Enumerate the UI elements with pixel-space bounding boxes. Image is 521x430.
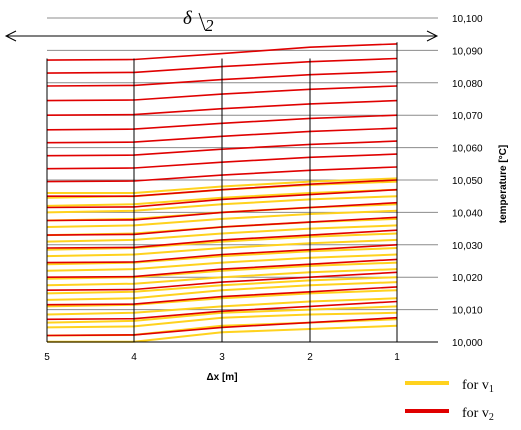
legend-label-v1: for v [462, 378, 489, 393]
y-tick-3: 10,030 [452, 241, 483, 252]
x-tick-labels: 5 4 3 2 1 [44, 352, 400, 363]
y-tick-8: 10,080 [452, 79, 483, 90]
arrow-head-left [4, 30, 17, 42]
svg-text:for v1: for v1 [462, 378, 494, 395]
svg-text:for v2: for v2 [462, 406, 494, 423]
fraction-slash [198, 12, 206, 31]
vertical-gridlines [46, 42, 398, 342]
v2-line-20 [46, 43, 398, 61]
y-tick-7: 10,070 [452, 111, 483, 122]
y-tick-1: 10,010 [452, 306, 483, 317]
legend: for v1 for v2 [405, 378, 494, 423]
x-tick-4: 4 [131, 352, 137, 363]
y-tick-2: 10,020 [452, 273, 483, 284]
x-tick-3: 3 [219, 352, 225, 363]
arrow-head-right [426, 30, 439, 42]
legend-sub-v1: 1 [489, 384, 494, 395]
legend-item-v2: for v2 [405, 406, 494, 423]
legend-item-v1: for v1 [405, 378, 494, 395]
x-axis-label: Δx [m] [206, 372, 237, 383]
half-thickness-annotation: δ 2 [4, 8, 439, 42]
y-tick-10: 10,100 [452, 14, 483, 25]
y-tick-0: 10,000 [452, 338, 483, 349]
y-tick-4: 10,040 [452, 208, 483, 219]
x-tick-5: 5 [44, 352, 50, 363]
legend-label-v2: for v [462, 406, 489, 421]
x-tick-2: 2 [307, 352, 313, 363]
x-tick-1: 1 [394, 352, 400, 363]
legend-sub-v2: 2 [489, 412, 494, 423]
denominator: 2 [205, 16, 214, 35]
y-tick-labels: 10,000 10,010 10,020 10,030 10,040 10,050 10,0… [452, 14, 483, 349]
y-tick-5: 10,050 [452, 176, 483, 187]
y-tick-6: 10,060 [452, 144, 483, 155]
y-axis-label: temperature [°C] [498, 145, 509, 223]
delta-symbol: δ [183, 8, 193, 29]
y-tick-9: 10,090 [452, 46, 483, 57]
